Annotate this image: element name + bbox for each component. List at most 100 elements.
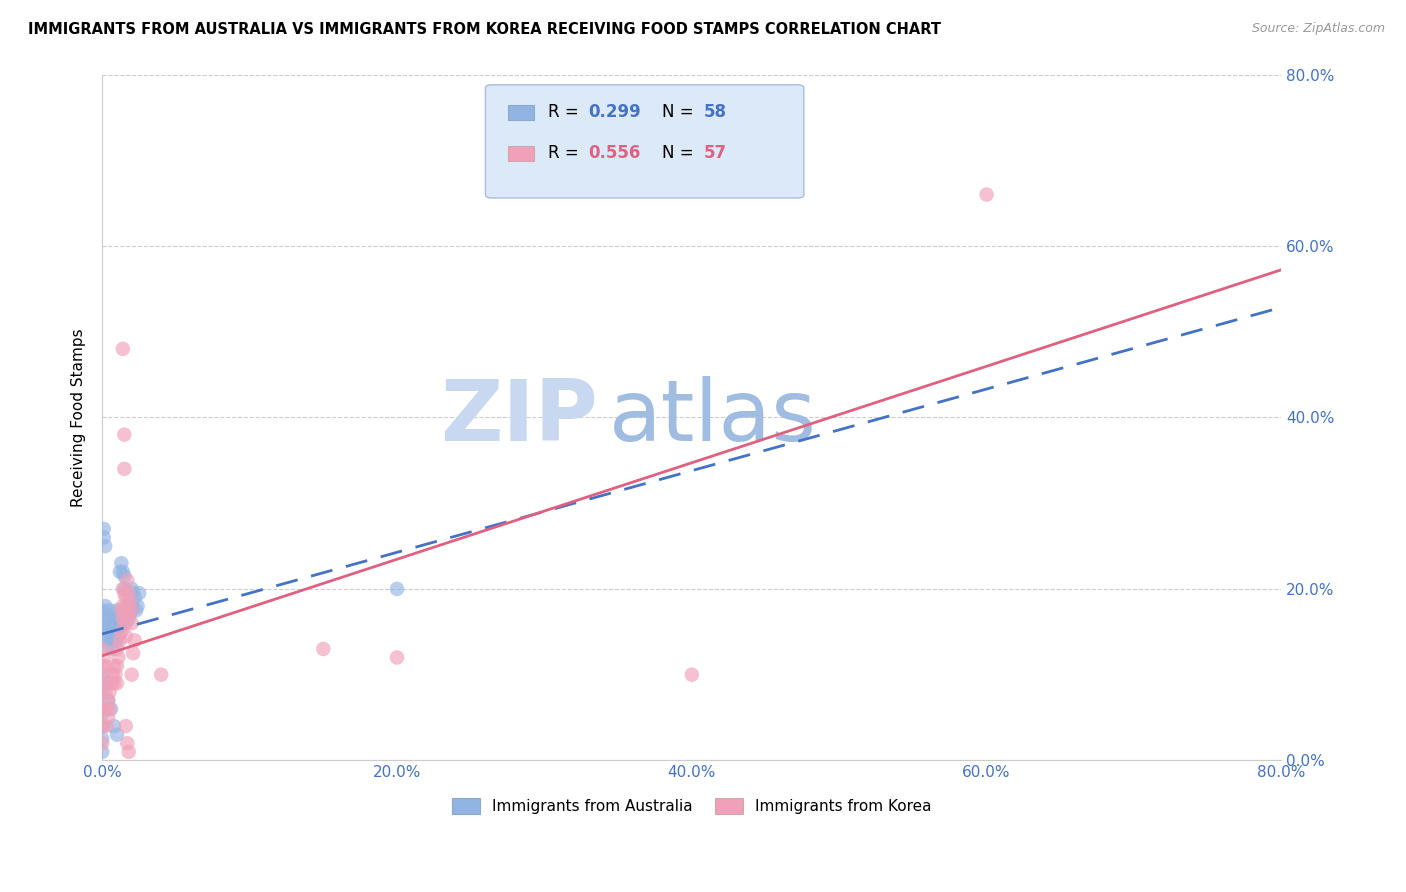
Point [111, 342, 134, 356]
Point [150, 667, 173, 681]
Point [124, 591, 146, 605]
Point [98, 685, 121, 699]
Point [112, 586, 135, 600]
Point [100, 676, 122, 690]
Text: R =: R = [548, 145, 583, 162]
Point [97, 638, 120, 652]
Point [117, 599, 139, 613]
Point [124, 633, 146, 648]
Point [104, 633, 127, 648]
Point [114, 629, 136, 643]
Point [104, 667, 127, 681]
Point [100, 612, 122, 626]
Point [103, 607, 125, 622]
Point [93, 650, 115, 665]
Point [105, 642, 128, 657]
Point [97, 693, 120, 707]
Text: R =: R = [548, 103, 583, 121]
Legend: Immigrants from Australia, Immigrants from Korea: Immigrants from Australia, Immigrants fr… [453, 798, 932, 814]
Text: 58: 58 [703, 103, 727, 121]
Point [125, 603, 148, 617]
Point [110, 603, 132, 617]
Point [121, 603, 143, 617]
Text: N =: N = [662, 103, 699, 121]
Point [108, 633, 131, 648]
Point [93, 667, 115, 681]
Point [105, 676, 128, 690]
Text: ZIP: ZIP [440, 376, 598, 459]
Point [312, 642, 335, 657]
Point [91, 719, 114, 733]
Text: 0.556: 0.556 [588, 145, 640, 162]
Point [118, 599, 141, 613]
Point [976, 187, 998, 202]
Point [111, 599, 134, 613]
Point [94, 599, 117, 613]
Point [93, 522, 115, 536]
Point [94, 659, 117, 673]
Point [96, 676, 118, 690]
Point [103, 624, 125, 639]
Point [128, 586, 150, 600]
Point [117, 736, 139, 750]
Point [94, 685, 117, 699]
Point [94, 539, 117, 553]
Point [120, 595, 142, 609]
Point [114, 591, 136, 605]
Point [91, 745, 114, 759]
Point [101, 667, 124, 681]
Point [96, 719, 118, 733]
Point [100, 633, 122, 648]
Point [98, 624, 121, 639]
Point [108, 565, 131, 579]
Point [96, 702, 118, 716]
Point [91, 603, 114, 617]
Point [105, 633, 128, 648]
Point [97, 693, 120, 707]
Point [108, 620, 131, 634]
Point [121, 599, 143, 613]
Point [96, 620, 118, 634]
Point [112, 569, 135, 583]
Point [98, 603, 121, 617]
Point [94, 612, 117, 626]
Point [117, 607, 139, 622]
Point [91, 731, 114, 746]
Point [91, 702, 114, 716]
Point [385, 582, 408, 596]
Y-axis label: Receiving Food Stamps: Receiving Food Stamps [72, 328, 86, 507]
Point [100, 702, 122, 716]
Point [91, 642, 114, 657]
Point [110, 556, 132, 570]
Point [105, 659, 128, 673]
Point [91, 672, 114, 686]
Point [105, 728, 128, 742]
Point [110, 624, 132, 639]
Point [96, 629, 118, 643]
Point [91, 676, 114, 690]
Point [114, 719, 136, 733]
Point [112, 582, 135, 596]
Point [117, 574, 139, 588]
Point [98, 702, 121, 716]
FancyBboxPatch shape [485, 85, 804, 198]
Point [120, 603, 142, 617]
Point [91, 736, 114, 750]
Point [127, 599, 149, 613]
Point [114, 603, 136, 617]
Point [114, 616, 136, 631]
Point [111, 612, 134, 626]
Point [111, 582, 134, 596]
Point [118, 745, 141, 759]
Point [118, 607, 141, 622]
Text: 0.299: 0.299 [588, 103, 641, 121]
Point [107, 629, 129, 643]
Point [105, 620, 128, 634]
Text: N =: N = [662, 145, 699, 162]
Point [93, 531, 115, 545]
Point [112, 607, 135, 622]
Point [385, 650, 408, 665]
Point [107, 612, 129, 626]
Point [112, 427, 135, 442]
Point [114, 616, 136, 631]
